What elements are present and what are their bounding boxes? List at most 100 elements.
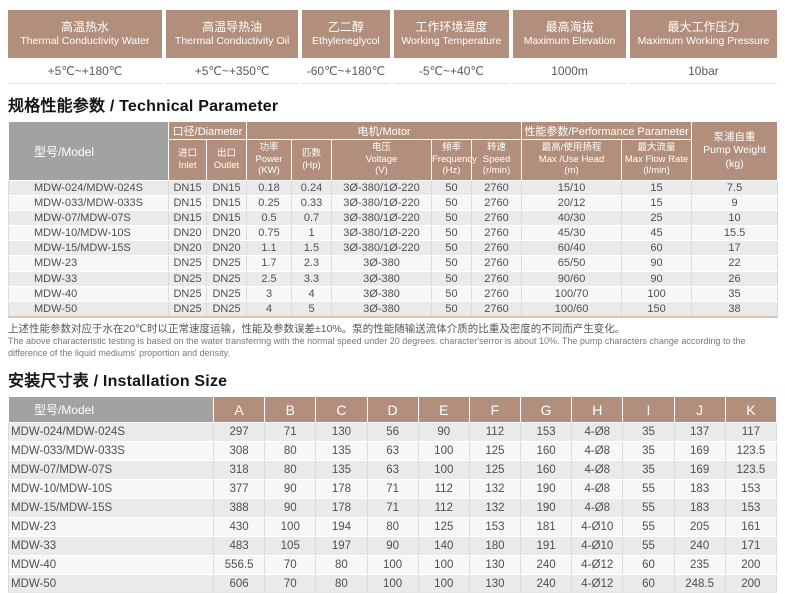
hp-cell: 4 xyxy=(291,285,332,302)
inlet-cell: DN25 xyxy=(168,255,207,272)
model-cell: MDW-33 xyxy=(8,270,169,287)
install-table-body: MDW-024/MDW-024S 297 71 130 56 90 112 15… xyxy=(8,422,778,594)
dim-k-cell: 161 xyxy=(724,517,778,538)
installation-size-title: 安装尺寸表 / Installation Size xyxy=(8,373,228,391)
frequency-cell: 50 xyxy=(431,300,472,318)
flow-cell: 90 xyxy=(621,270,693,287)
table-row: MDW-10/MDW-10S DN20 DN20 0.75 1 3Ø-380/1… xyxy=(8,225,779,242)
table-row: MDW-15/MDW-15S DN20 DN20 1.1 1.5 3Ø-380/… xyxy=(8,240,779,257)
sub-header-cell: 电压 Voltage (V) xyxy=(331,139,432,181)
dim-d-cell: 63 xyxy=(366,460,419,481)
dim-c-cell: 135 xyxy=(315,441,368,462)
dim-i-cell: 55 xyxy=(622,536,675,557)
dim-a-cell: 556.5 xyxy=(212,555,266,576)
dim-j-cell: 240 xyxy=(673,536,726,557)
spec-card-header: 最高海拔 Maximum Elevation xyxy=(513,10,626,58)
dim-b-cell: 90 xyxy=(264,498,317,519)
dim-a-cell: 606 xyxy=(212,574,266,594)
sub-header-cell: 出口 Outlet xyxy=(206,139,247,181)
diameter-group-header: 口径/Diameter xyxy=(168,121,247,140)
table-row: MDW-23 DN25 DN25 1.7 2.3 3Ø-380 50 2760 … xyxy=(8,255,779,272)
dim-g-cell: 240 xyxy=(520,555,573,576)
flow-cell: 45 xyxy=(621,225,693,242)
spec-title-en: Working Temperature xyxy=(401,35,502,48)
sub-header-cell: 最高/使用扬程 Max /Use Head (m) xyxy=(521,139,623,181)
dim-h-cell: 4-Ø8 xyxy=(571,460,624,481)
dim-e-cell: 140 xyxy=(417,536,470,557)
dim-i-cell: 35 xyxy=(622,422,675,443)
dim-h-cell: 4-Ø8 xyxy=(571,479,624,500)
table-row: MDW-15/MDW-15S 388 90 178 71 112 132 190… xyxy=(8,498,778,519)
dim-g-cell: 190 xyxy=(520,479,573,500)
frequency-cell: 50 xyxy=(431,225,472,242)
voltage-cell: 3Ø-380 xyxy=(331,255,432,272)
dim-f-cell: 130 xyxy=(468,555,522,576)
frequency-cell: 50 xyxy=(431,240,472,257)
dim-c-cell: 135 xyxy=(315,460,368,481)
spec-title-cn: 乙二醇 xyxy=(327,19,364,34)
dim-g-cell: 190 xyxy=(520,498,573,519)
speed-cell: 2760 xyxy=(470,300,523,318)
model-cell: MDW-15/MDW-15S xyxy=(8,498,214,519)
spec-card: 工作环境温度 Working Temperature -5℃~+40℃ xyxy=(393,10,510,84)
model-cell: MDW-07/MDW-07S xyxy=(8,210,169,227)
table-row: MDW-07/MDW-07S DN15 DN15 0.5 0.7 3Ø-380/… xyxy=(8,210,779,227)
outlet-cell: DN15 xyxy=(206,210,247,227)
dim-g-cell: 191 xyxy=(520,536,573,557)
dim-e-cell: 112 xyxy=(417,498,470,519)
voltage-cell: 3Ø-380/1Ø-220 xyxy=(331,179,432,197)
head-cell: 40/30 xyxy=(521,210,623,227)
speed-cell: 2760 xyxy=(470,225,523,242)
dim-b-cell: 90 xyxy=(264,479,317,500)
dim-f-cell: 112 xyxy=(468,422,522,443)
dimension-column-header: B xyxy=(264,396,317,424)
hp-cell: 0.7 xyxy=(291,210,332,227)
dim-j-cell: 248.5 xyxy=(673,574,726,594)
sub-header-cell: 频率 Frequency (Hz) xyxy=(431,139,477,181)
dim-d-cell: 100 xyxy=(366,574,419,594)
spec-card: 高温热水 Thermal Conductivity Water +5℃~+180… xyxy=(8,10,162,84)
dim-k-cell: 171 xyxy=(724,536,778,557)
weight-cell: 7.5 xyxy=(691,179,779,197)
dim-i-cell: 55 xyxy=(622,498,675,519)
dim-h-cell: 4-Ø12 xyxy=(571,574,624,594)
outlet-cell: DN15 xyxy=(206,195,247,212)
voltage-cell: 3Ø-380/1Ø-220 xyxy=(331,210,432,227)
note-english: The above characteristic testing is base… xyxy=(8,335,746,358)
dim-i-cell: 35 xyxy=(622,460,675,481)
frequency-cell: 50 xyxy=(431,195,472,212)
spec-card-header: 工作环境温度 Working Temperature xyxy=(393,10,510,58)
spec-card-header: 高温热水 Thermal Conductivity Water xyxy=(8,10,162,58)
dim-c-cell: 178 xyxy=(315,498,368,519)
dim-h-cell: 4-Ø8 xyxy=(571,498,624,519)
outlet-cell: DN25 xyxy=(206,285,247,302)
inlet-cell: DN25 xyxy=(168,300,207,318)
dimension-column-header: H xyxy=(571,396,624,424)
power-cell: 0.25 xyxy=(246,195,292,212)
dim-i-cell: 55 xyxy=(622,517,675,538)
dim-f-cell: 130 xyxy=(468,574,522,594)
flow-cell: 15 xyxy=(621,179,693,197)
dim-j-cell: 169 xyxy=(673,460,726,481)
dim-h-cell: 4-Ø10 xyxy=(571,536,624,557)
dimension-column-header: F xyxy=(468,396,522,424)
frequency-cell: 50 xyxy=(431,210,472,227)
dim-f-cell: 132 xyxy=(468,498,522,519)
hp-cell: 2.3 xyxy=(291,255,332,272)
head-cell: 60/40 xyxy=(521,240,623,257)
voltage-cell: 3Ø-380/1Ø-220 xyxy=(331,225,432,242)
model-cell: MDW-33 xyxy=(8,536,214,557)
spec-card-header: 最大工作压力 Maximum Working Pressure xyxy=(629,10,777,58)
outlet-cell: DN25 xyxy=(206,270,247,287)
hp-cell: 5 xyxy=(291,300,332,318)
dim-b-cell: 70 xyxy=(264,555,317,576)
weight-cell: 26 xyxy=(691,270,779,287)
model-cell: MDW-40 xyxy=(8,555,214,576)
voltage-cell: 3Ø-380 xyxy=(331,270,432,287)
model-cell: MDW-50 xyxy=(8,300,169,318)
dim-c-cell: 80 xyxy=(315,574,368,594)
speed-cell: 2760 xyxy=(470,285,523,302)
spec-title-cn: 最大工作压力 xyxy=(667,19,740,34)
flow-cell: 60 xyxy=(621,240,693,257)
model-cell: MDW-10/MDW-10S xyxy=(8,225,169,242)
